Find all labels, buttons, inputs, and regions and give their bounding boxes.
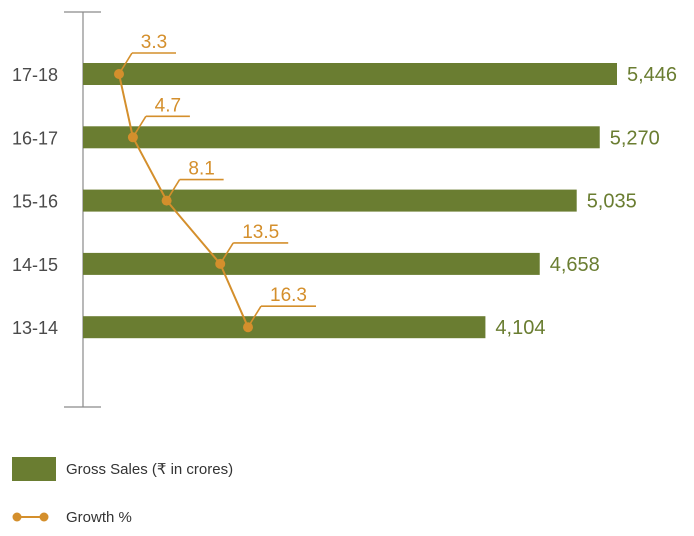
legend: Gross Sales (₹ in crores) Growth % (12, 457, 233, 526)
growth-point (243, 322, 253, 333)
sales-bar (83, 316, 486, 339)
growth-point (127, 132, 138, 143)
legend-swatch-growth-dot (39, 512, 49, 522)
sales-bar (83, 252, 540, 275)
growth-value-label: 8.1 (188, 159, 214, 180)
legend-swatch-gross-sales (12, 457, 56, 481)
growth-line-layer: 3.3 4.7 8.1 13.5 16.3 (114, 32, 316, 333)
growth-value-label: 3.3 (141, 32, 167, 53)
growth-point (215, 258, 226, 269)
bars-layer: 5,446 5,270 5,035 4,658 4,104 (83, 63, 677, 339)
sales-value-label: 5,446 (627, 64, 677, 86)
sales-value-label: 5,035 (587, 191, 637, 213)
sales-value-label: 4,104 (495, 317, 545, 339)
legend-swatch-growth-dot (12, 512, 22, 522)
sales-value-label: 5,270 (610, 127, 660, 149)
category-label: 15-16 (12, 192, 58, 212)
growth-value-label: 16.3 (270, 285, 307, 306)
growth-value-label: 13.5 (242, 222, 279, 243)
sales-bar (83, 126, 600, 149)
growth-point (114, 69, 124, 79)
axis-layer: 17-18 16-17 15-16 14-15 13-14 (12, 11, 101, 408)
sales-bar (83, 189, 577, 212)
category-label: 16-17 (12, 128, 58, 148)
category-label: 17-18 (12, 65, 58, 85)
category-label: 13-14 (12, 318, 58, 338)
sales-value-label: 4,658 (550, 254, 600, 276)
legend-label-growth: Growth % (66, 509, 132, 526)
legend-label-gross-sales: Gross Sales (₹ in crores) (66, 461, 233, 478)
category-label: 14-15 (12, 255, 58, 275)
growth-point (161, 195, 172, 206)
growth-value-label: 4.7 (155, 95, 181, 116)
sales-bar (83, 63, 617, 85)
